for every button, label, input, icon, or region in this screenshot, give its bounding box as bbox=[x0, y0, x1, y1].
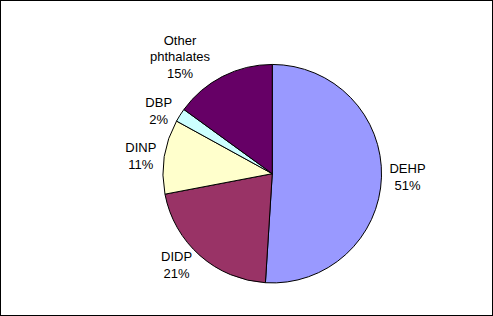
svg-text:Otherphthalates15%: Otherphthalates15% bbox=[150, 33, 210, 82]
svg-text:DBP2%: DBP2% bbox=[145, 95, 172, 127]
svg-text:DIDP21%: DIDP21% bbox=[161, 249, 192, 281]
svg-text:DEHP51%: DEHP51% bbox=[389, 161, 425, 193]
svg-text:DINP11%: DINP11% bbox=[125, 140, 156, 172]
